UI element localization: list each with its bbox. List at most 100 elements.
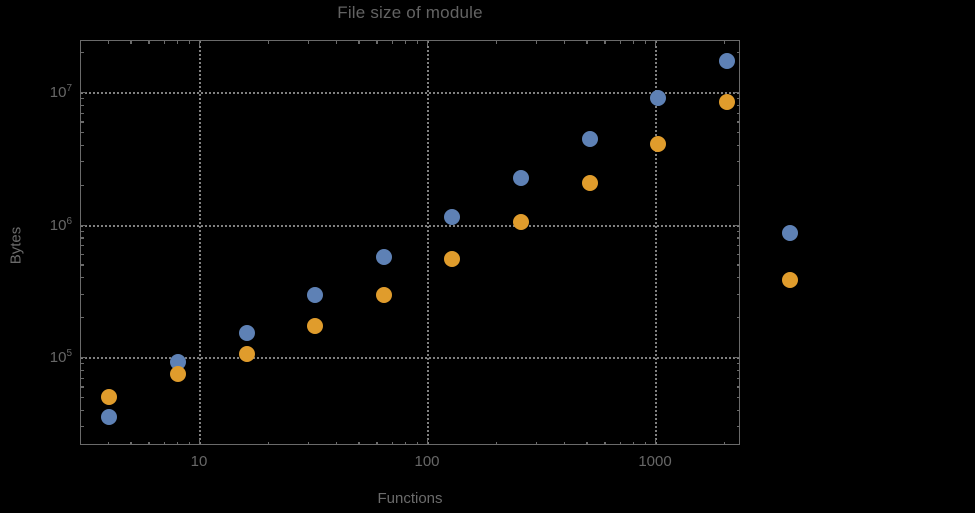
y-tick-major — [80, 357, 86, 359]
y-tick-minor — [80, 144, 84, 146]
gridline-horizontal — [81, 224, 739, 227]
data-point[interactable] — [718, 94, 735, 111]
x-tick-minor — [267, 441, 269, 445]
y-tick-label: 106 — [49, 215, 72, 234]
x-tick-minor — [535, 441, 537, 445]
data-point[interactable] — [238, 324, 255, 341]
x-tick-minor-top — [176, 40, 179, 44]
y-tick-minor — [80, 377, 84, 379]
y-tick-label: 107 — [49, 83, 72, 101]
y-tick-minor-right — [736, 386, 740, 388]
data-point[interactable] — [581, 130, 598, 147]
y-tick-minor — [80, 121, 84, 123]
y-tick-minor — [80, 363, 84, 365]
x-tick-minor-top — [495, 40, 497, 44]
x-tick-minor — [495, 441, 497, 445]
x-tick-major-top — [655, 40, 657, 46]
y-tick-minor — [80, 264, 84, 266]
gridline-horizontal — [81, 92, 739, 94]
data-point-outside-frame[interactable] — [782, 224, 798, 241]
y-tick-minor-right — [736, 396, 740, 399]
data-point[interactable] — [375, 286, 392, 303]
y-tick-minor — [80, 104, 84, 107]
x-tick-minor-top — [108, 40, 110, 44]
x-tick-minor-top — [163, 40, 165, 44]
gridline-vertical — [655, 41, 657, 444]
x-tick-minor — [108, 441, 110, 445]
y-tick-minor — [80, 184, 84, 186]
x-tick-minor-top — [188, 40, 190, 44]
data-point[interactable] — [650, 136, 667, 153]
y-tick-minor-right — [736, 369, 740, 372]
y-tick-minor-right — [736, 293, 740, 295]
y-tick-minor-right — [736, 426, 740, 428]
x-tick-minor — [376, 441, 378, 445]
y-tick-minor — [80, 369, 84, 372]
data-point-outside-frame[interactable] — [782, 272, 798, 289]
data-point[interactable] — [375, 248, 392, 265]
x-tick-minor-top — [267, 40, 269, 44]
y-tick-minor — [80, 161, 84, 163]
data-point[interactable] — [238, 346, 255, 363]
y-tick-major — [80, 92, 86, 94]
y-tick-minor-right — [736, 121, 740, 123]
x-tick-minor-top — [723, 40, 725, 44]
data-point[interactable] — [650, 89, 667, 106]
y-tick-major-right — [734, 357, 740, 359]
plot-frame — [80, 40, 740, 445]
data-point[interactable] — [513, 169, 530, 186]
x-tick-minor — [391, 441, 393, 445]
y-tick-minor-right — [736, 264, 740, 266]
x-tick-major — [427, 439, 429, 445]
data-point[interactable] — [444, 250, 461, 267]
data-point[interactable] — [307, 286, 324, 303]
x-tick-minor-top — [644, 40, 646, 44]
data-point[interactable] — [513, 214, 530, 231]
x-tick-minor-top — [564, 40, 566, 44]
data-point[interactable] — [169, 365, 186, 382]
y-tick-minor-right — [736, 184, 740, 186]
y-axis-title: Bytes — [7, 226, 25, 265]
x-tick-minor-top — [391, 40, 393, 44]
y-tick-minor-right — [736, 245, 740, 247]
y-tick-minor-right — [736, 230, 740, 232]
data-point[interactable] — [444, 209, 461, 226]
x-tick-minor-top — [535, 40, 537, 44]
x-tick-minor-top — [148, 40, 150, 44]
y-tick-minor-right — [736, 409, 740, 411]
x-tick-major — [199, 439, 201, 445]
data-point[interactable] — [307, 317, 324, 334]
data-point[interactable] — [581, 174, 598, 191]
data-point[interactable] — [718, 52, 735, 69]
y-tick-minor — [80, 112, 84, 114]
y-tick-minor — [80, 245, 84, 247]
x-tick-major-top — [199, 40, 201, 46]
y-tick-label: 105 — [49, 348, 72, 366]
x-tick-minor-top — [586, 40, 588, 44]
y-tick-minor-right — [736, 98, 740, 100]
y-tick-minor-right — [736, 277, 740, 279]
x-tick-label: 10 — [190, 453, 208, 470]
y-tick-minor — [80, 317, 84, 319]
x-tick-minor — [644, 441, 646, 445]
y-tick-major-right — [734, 92, 740, 94]
x-tick-minor-top — [358, 40, 360, 44]
y-tick-minor — [80, 277, 84, 279]
y-tick-minor-right — [736, 161, 740, 163]
y-tick-minor-right — [736, 104, 740, 107]
y-tick-major-right — [734, 224, 740, 226]
x-tick-minor — [416, 441, 418, 445]
y-tick-minor — [80, 237, 84, 239]
x-tick-minor-top — [416, 40, 418, 44]
x-tick-minor — [130, 441, 132, 445]
data-point[interactable] — [101, 388, 118, 405]
x-tick-minor-top — [604, 40, 606, 44]
x-tick-minor-top — [619, 40, 621, 44]
gridline-vertical — [427, 41, 429, 444]
y-tick-minor-right — [736, 144, 740, 146]
data-point[interactable] — [101, 408, 118, 425]
y-tick-minor — [80, 230, 84, 232]
y-tick-minor-right — [736, 52, 740, 54]
